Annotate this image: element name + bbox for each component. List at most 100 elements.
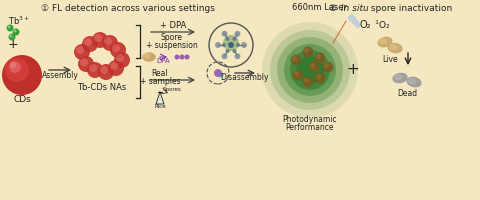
Circle shape [295, 56, 324, 84]
Text: + samples: + samples [139, 76, 180, 86]
Circle shape [283, 44, 336, 96]
Text: Tb-CDs NAs: Tb-CDs NAs [77, 82, 126, 92]
Circle shape [214, 69, 222, 77]
Circle shape [80, 58, 88, 66]
Circle shape [8, 25, 11, 28]
Ellipse shape [377, 37, 391, 47]
Circle shape [104, 37, 112, 45]
Circle shape [78, 56, 94, 72]
Circle shape [302, 46, 313, 58]
Circle shape [315, 54, 320, 59]
Circle shape [223, 35, 239, 51]
Text: Tb$^{3+}$: Tb$^{3+}$ [8, 15, 30, 27]
Polygon shape [347, 14, 359, 28]
Circle shape [240, 42, 247, 48]
Text: DPA: DPA [156, 58, 169, 64]
Circle shape [92, 32, 108, 48]
Ellipse shape [394, 74, 401, 80]
Circle shape [76, 46, 84, 54]
Circle shape [221, 31, 227, 37]
Ellipse shape [144, 54, 150, 58]
Circle shape [2, 55, 42, 95]
Circle shape [110, 42, 126, 58]
Circle shape [82, 36, 98, 52]
Circle shape [84, 38, 92, 46]
Circle shape [269, 30, 349, 110]
Circle shape [100, 66, 108, 74]
Circle shape [232, 49, 236, 53]
Circle shape [10, 62, 16, 68]
Ellipse shape [406, 77, 420, 87]
Circle shape [309, 63, 314, 68]
Circle shape [179, 54, 184, 60]
Text: +: + [346, 62, 359, 77]
Circle shape [302, 76, 313, 88]
Ellipse shape [389, 44, 396, 50]
Circle shape [9, 61, 21, 73]
Text: ① FL detection across various settings: ① FL detection across various settings [41, 4, 215, 13]
Text: Spores: Spores [162, 88, 181, 92]
Circle shape [232, 37, 236, 41]
Circle shape [225, 37, 229, 41]
Circle shape [308, 62, 319, 72]
Text: Performance: Performance [285, 122, 334, 132]
Text: 660nm Laser: 660nm Laser [292, 2, 347, 11]
Circle shape [114, 52, 130, 68]
Circle shape [110, 62, 118, 70]
Circle shape [94, 34, 102, 42]
Circle shape [108, 60, 124, 76]
Circle shape [13, 29, 16, 32]
Circle shape [156, 98, 164, 106]
Circle shape [303, 48, 308, 53]
Circle shape [7, 24, 13, 31]
Circle shape [89, 64, 97, 72]
Text: ②: ② [328, 4, 339, 13]
Text: Live: Live [382, 54, 397, 64]
Circle shape [234, 53, 240, 59]
Text: + DPA: + DPA [159, 21, 186, 30]
Circle shape [174, 54, 179, 60]
Text: Assembly: Assembly [41, 72, 78, 80]
Circle shape [112, 44, 120, 52]
Circle shape [234, 31, 240, 37]
Circle shape [262, 22, 357, 118]
Circle shape [10, 34, 12, 38]
Circle shape [184, 54, 189, 60]
Text: O₂: O₂ [359, 20, 370, 30]
Circle shape [276, 37, 342, 103]
Circle shape [322, 62, 333, 72]
Ellipse shape [379, 38, 385, 44]
Circle shape [221, 53, 227, 59]
Circle shape [292, 70, 303, 80]
Circle shape [314, 52, 325, 64]
Circle shape [228, 42, 233, 48]
Circle shape [289, 50, 329, 90]
Ellipse shape [143, 53, 155, 61]
Text: In situ: In situ [340, 4, 368, 13]
Circle shape [74, 44, 90, 60]
Circle shape [236, 43, 240, 47]
Circle shape [225, 49, 229, 53]
Circle shape [98, 64, 114, 80]
Ellipse shape [408, 78, 415, 84]
Circle shape [102, 35, 118, 51]
Circle shape [324, 63, 328, 68]
Text: +: + [8, 38, 19, 51]
Circle shape [315, 74, 320, 79]
Text: Rice: Rice [154, 104, 166, 110]
Text: Disassembly: Disassembly [220, 73, 269, 82]
Circle shape [218, 72, 223, 77]
Circle shape [303, 78, 308, 83]
Circle shape [215, 42, 220, 48]
Ellipse shape [387, 43, 401, 53]
Circle shape [87, 62, 103, 78]
Circle shape [314, 72, 325, 84]
Circle shape [293, 71, 299, 76]
Ellipse shape [392, 73, 406, 83]
Text: Photodynamic: Photodynamic [282, 116, 336, 124]
Text: Real: Real [151, 68, 168, 77]
Circle shape [5, 58, 29, 82]
Circle shape [9, 33, 15, 40]
Circle shape [116, 54, 124, 62]
Circle shape [290, 54, 301, 66]
